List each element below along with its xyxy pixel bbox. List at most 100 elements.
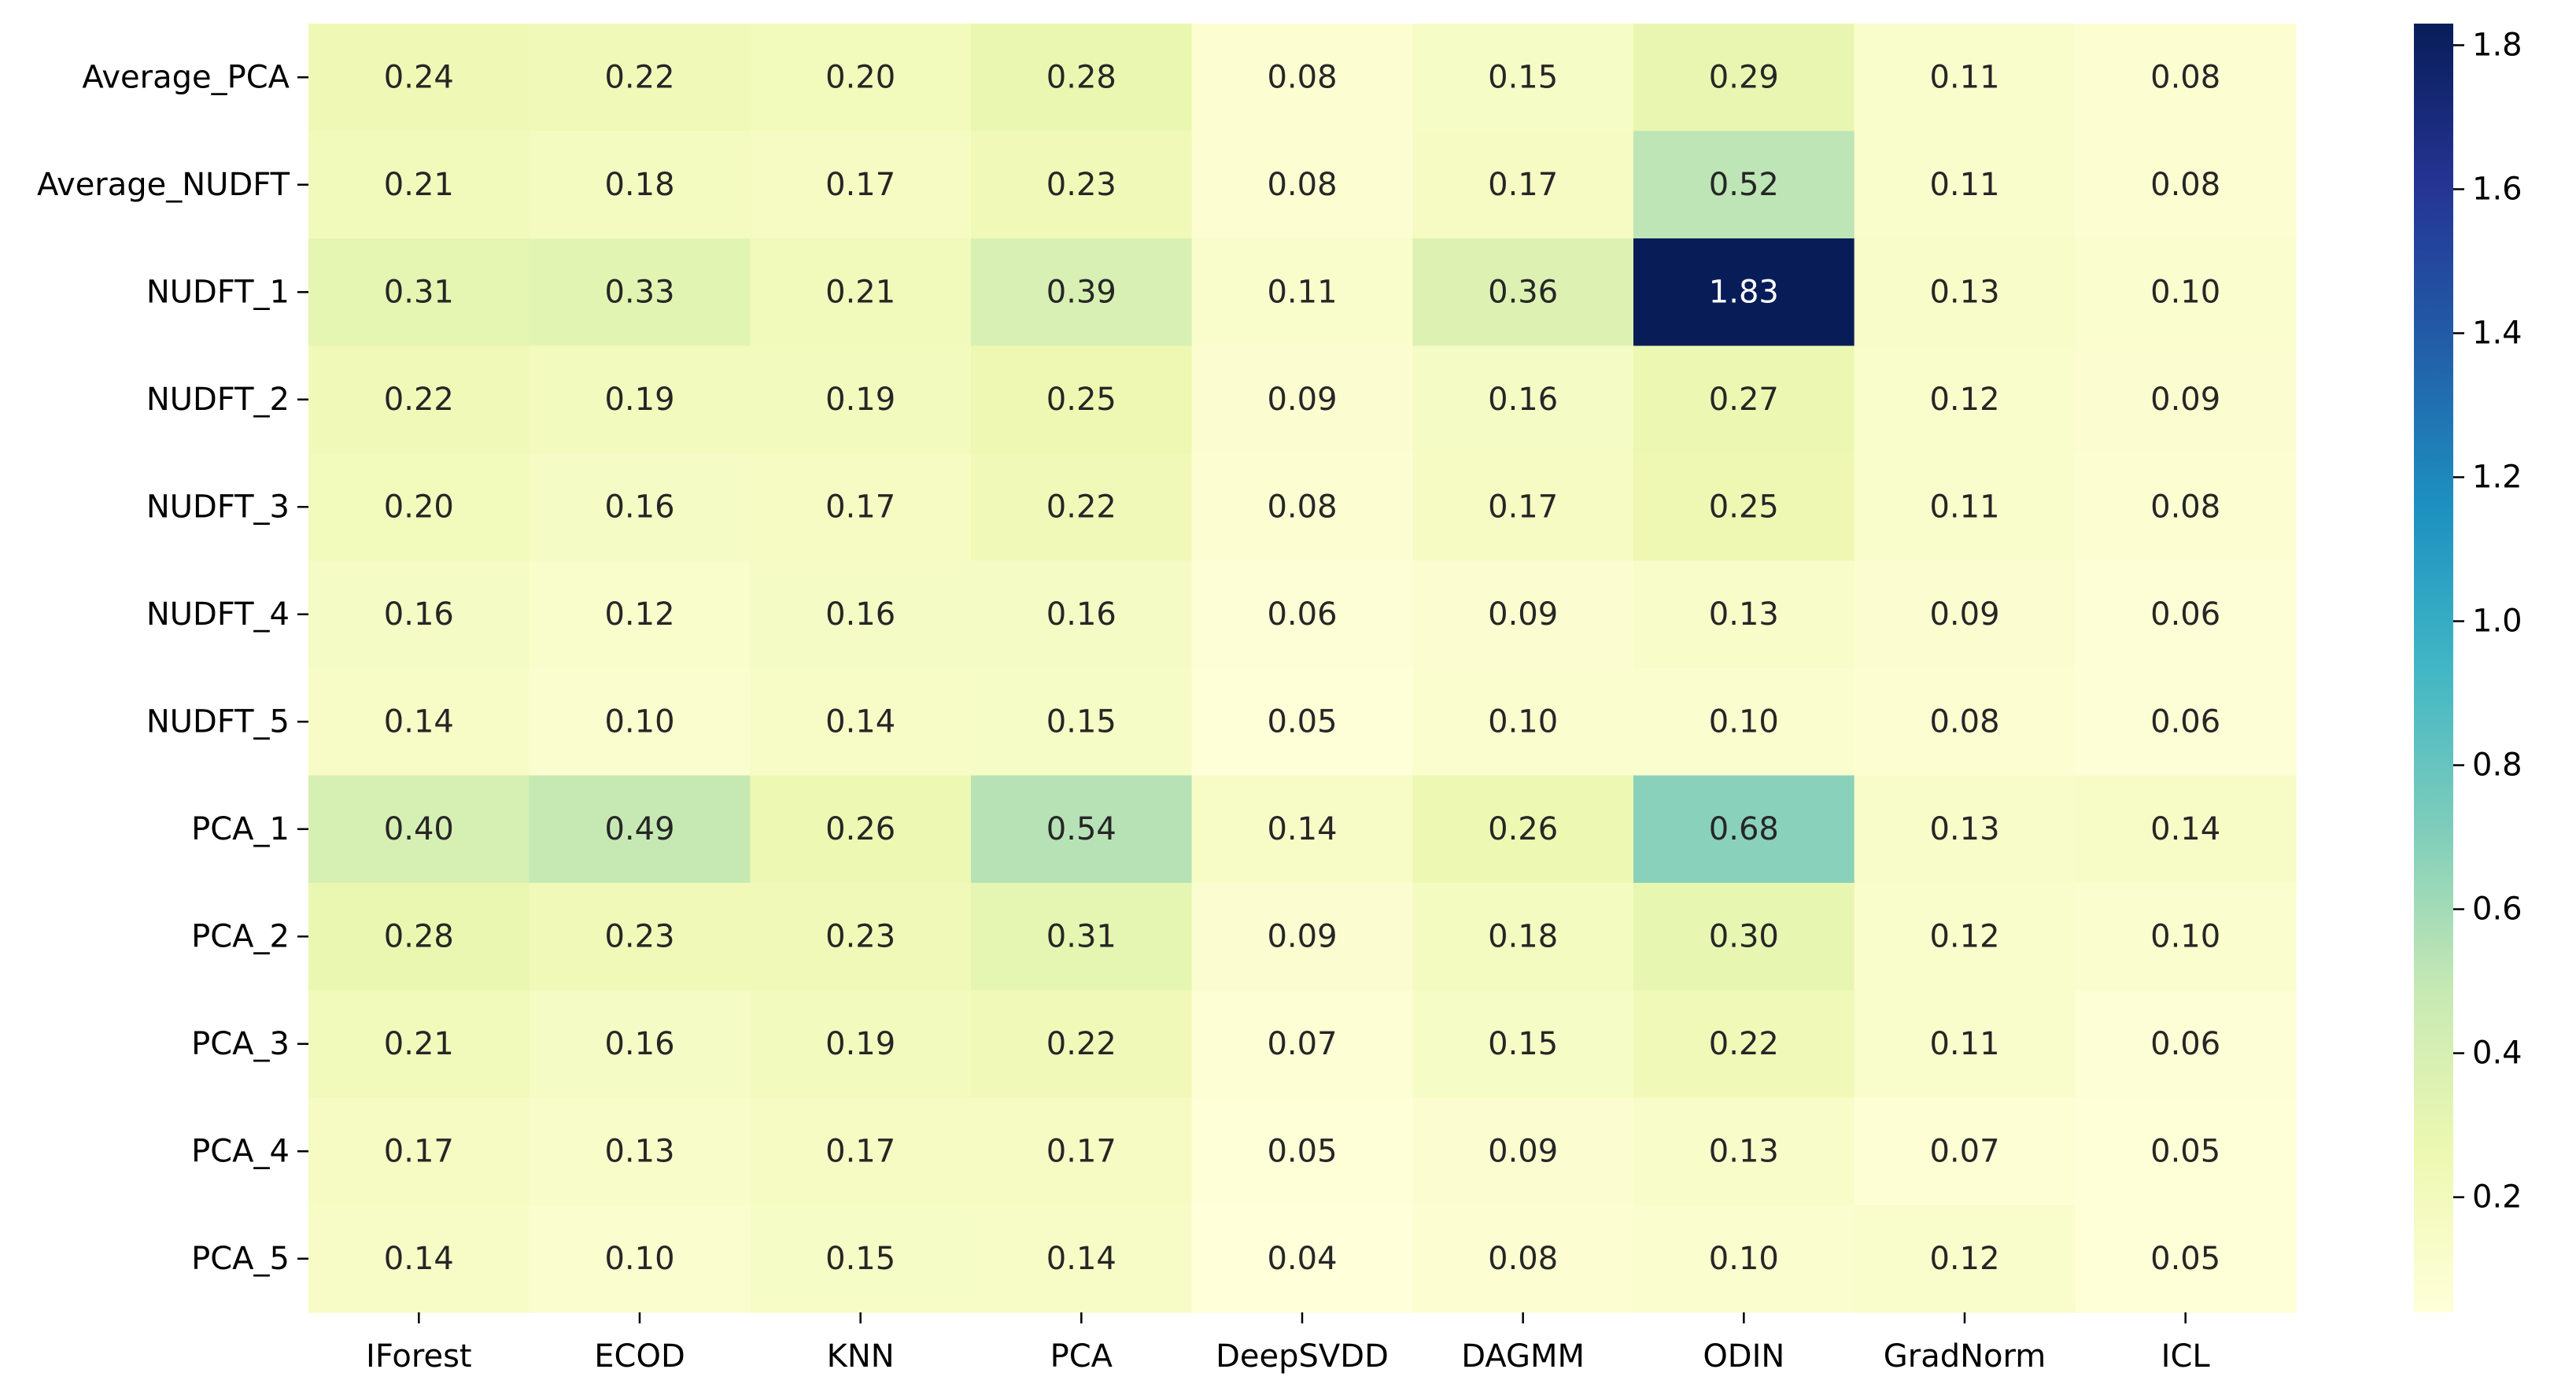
heatmap-cell xyxy=(1854,560,2076,669)
colorbar-tick-label: 1.8 xyxy=(2472,27,2522,63)
heatmap-cell xyxy=(529,238,751,347)
heatmap-cell xyxy=(308,453,530,562)
heatmap-cell xyxy=(1191,883,1413,991)
cell-value-label: 0.16 xyxy=(1046,596,1116,633)
heatmap-cell xyxy=(1191,345,1413,454)
row-label: PCA_3 xyxy=(191,1026,290,1062)
row-label: NUDFT_1 xyxy=(146,274,290,310)
row-label: NUDFT_2 xyxy=(146,382,290,418)
cell-value-label: 0.21 xyxy=(384,167,454,203)
cell-value-label: 0.14 xyxy=(825,703,895,740)
cell-value-label: 0.17 xyxy=(384,1133,454,1169)
cell-value-label: 0.28 xyxy=(384,918,454,954)
heatmap-cell xyxy=(971,131,1193,239)
cell-value-label: 0.19 xyxy=(825,382,895,418)
heatmap-cell xyxy=(1633,1098,1855,1206)
heatmap-cell xyxy=(1854,238,2076,347)
colorbar-tick-label: 1.2 xyxy=(2472,459,2522,496)
heatmap-cell xyxy=(971,345,1193,454)
cell-value-label: 0.17 xyxy=(1488,167,1558,203)
heatmap-cell xyxy=(750,345,972,454)
heatmap-cell xyxy=(308,990,530,1098)
cell-value-label: 1.83 xyxy=(1709,274,1779,310)
colorbar-tick-label: 0.4 xyxy=(2472,1035,2522,1072)
heatmap-cell xyxy=(1633,775,1855,884)
heatmap-cell xyxy=(1633,345,1855,454)
heatmap-cell xyxy=(529,131,751,239)
heatmap-cell xyxy=(750,1098,972,1206)
colorbar-tick-label: 1.0 xyxy=(2472,603,2522,640)
heatmap-cell xyxy=(2075,453,2297,562)
cell-value-label: 0.25 xyxy=(1709,489,1779,525)
heatmap-cell xyxy=(1412,1205,1634,1313)
heatmap-cell xyxy=(1191,990,1413,1098)
cell-value-label: 0.16 xyxy=(825,596,895,633)
heatmap-cell xyxy=(529,883,751,991)
heatmap-cell xyxy=(750,775,972,884)
cell-value-label: 0.10 xyxy=(604,1241,674,1277)
cell-value-label: 0.16 xyxy=(1488,382,1558,418)
cell-value-label: 0.14 xyxy=(384,1241,454,1277)
cell-value-label: 0.23 xyxy=(604,918,674,954)
heatmap-cell xyxy=(308,1205,530,1313)
cell-value-label: 0.09 xyxy=(1488,596,1558,633)
heatmap-cell xyxy=(2075,1098,2297,1206)
heatmap-cell xyxy=(529,1205,751,1313)
cell-value-label: 0.09 xyxy=(1929,596,1999,633)
cell-value-label: 0.13 xyxy=(1929,274,1999,310)
cell-value-label: 0.18 xyxy=(604,167,674,203)
column-label: IForest xyxy=(366,1338,472,1375)
heatmap-cell xyxy=(1854,345,2076,454)
heatmap-cell xyxy=(750,668,972,777)
cell-value-label: 0.09 xyxy=(1267,382,1337,418)
heatmap-cell xyxy=(529,990,751,1098)
cell-value-label: 0.15 xyxy=(1488,1026,1558,1062)
cell-value-label: 0.25 xyxy=(1046,382,1116,418)
heatmap-cell xyxy=(971,1098,1193,1206)
cell-value-label: 0.15 xyxy=(825,1241,895,1277)
cell-value-label: 0.08 xyxy=(1267,59,1337,95)
cell-value-label: 0.40 xyxy=(384,811,454,847)
heatmap-cell xyxy=(2075,238,2297,347)
cell-value-label: 0.24 xyxy=(384,59,454,95)
cell-value-label: 0.16 xyxy=(604,489,674,525)
cell-value-label: 0.05 xyxy=(1267,1133,1337,1169)
cell-value-label: 0.11 xyxy=(1929,1026,1999,1062)
cell-value-label: 0.12 xyxy=(1929,918,1999,954)
cell-value-label: 0.09 xyxy=(1267,918,1337,954)
column-label: ICL xyxy=(2161,1338,2211,1375)
heatmap-cell xyxy=(750,131,972,239)
heatmap-cell xyxy=(1633,990,1855,1098)
heatmap-cell xyxy=(750,560,972,669)
row-label: PCA_1 xyxy=(191,811,290,847)
cell-value-label: 0.14 xyxy=(2150,811,2220,847)
heatmap-cell xyxy=(308,775,530,884)
cell-value-label: 0.09 xyxy=(2150,382,2220,418)
cell-value-label: 0.31 xyxy=(1046,918,1116,954)
cell-value-label: 0.52 xyxy=(1709,167,1779,203)
heatmap-cell xyxy=(2075,24,2297,132)
cell-value-label: 0.10 xyxy=(1488,703,1558,740)
cell-value-label: 0.11 xyxy=(1929,489,1999,525)
cell-value-label: 0.06 xyxy=(2150,1026,2220,1062)
cell-value-label: 0.13 xyxy=(1709,596,1779,633)
column-label: GradNorm xyxy=(1884,1338,2046,1375)
heatmap-cell xyxy=(1412,345,1634,454)
heatmap-cell xyxy=(1412,883,1634,991)
heatmap-cell xyxy=(2075,345,2297,454)
row-label: PCA_5 xyxy=(191,1241,290,1277)
cell-value-label: 0.04 xyxy=(1267,1241,1337,1277)
heatmap-cell xyxy=(971,24,1193,132)
heatmap-cell xyxy=(2075,131,2297,239)
row-label: Average_PCA xyxy=(82,59,290,95)
cell-value-label: 0.16 xyxy=(384,596,454,633)
heatmap-cell xyxy=(971,775,1193,884)
cell-value-label: 0.39 xyxy=(1046,274,1116,310)
cell-value-label: 0.19 xyxy=(604,382,674,418)
cell-value-label: 0.49 xyxy=(604,811,674,847)
colorbar-tick-label: 1.6 xyxy=(2472,171,2522,207)
heatmap-cell xyxy=(1191,453,1413,562)
cell-value-label: 0.22 xyxy=(1046,489,1116,525)
heatmap-cell xyxy=(1412,131,1634,239)
